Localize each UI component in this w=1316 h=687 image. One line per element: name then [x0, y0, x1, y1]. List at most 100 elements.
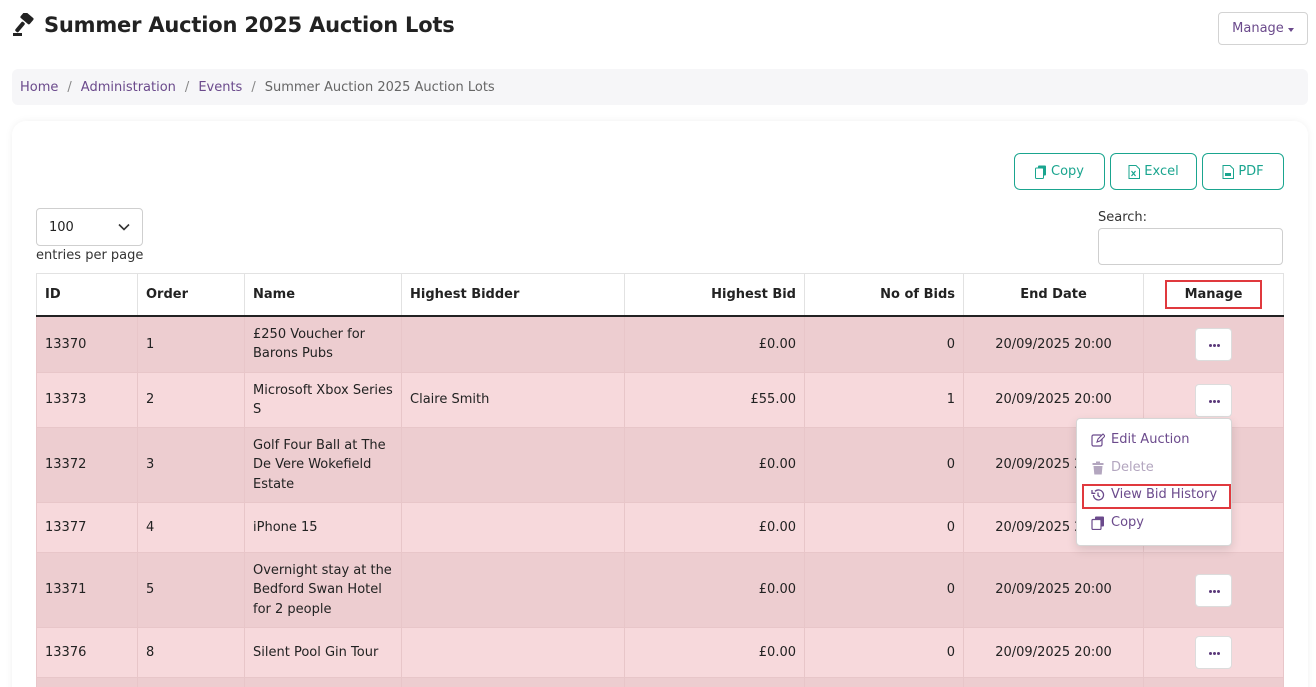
menu-item-label: Copy: [1111, 515, 1144, 530]
lot-name-link[interactable]: iPhone 15: [244, 502, 402, 553]
cell-highest-bidder[interactable]: [401, 552, 625, 628]
manage-label: Manage: [1232, 21, 1284, 36]
table-header-row: ID Order Name Highest Bidder Highest Bid…: [36, 273, 1284, 317]
column-header-end-date[interactable]: End Date: [963, 273, 1144, 317]
cell-end-date: 20/09/2025 20:00: [963, 315, 1144, 373]
breadcrumb-administration[interactable]: Administration: [80, 79, 176, 95]
copy-label: Copy: [1051, 164, 1084, 179]
table-row: 13372 3 Golf Four Ball at The De Vere Wo…: [36, 427, 1284, 503]
table-row: [36, 677, 1284, 687]
table-row: 13373 2 Microsoft Xbox Series S Claire S…: [36, 372, 1284, 428]
table-row: 13371 5 Overnight stay at the Bedford Sw…: [36, 552, 1284, 628]
cell-no-of-bids: 1: [804, 372, 964, 428]
cell-id: 13373: [36, 372, 138, 428]
cell-highest-bid: £0.00: [624, 627, 805, 678]
excel-label: Excel: [1144, 164, 1179, 179]
cell-highest-bidder[interactable]: Claire Smith: [401, 372, 625, 428]
cell-end-date: 20/09/2025 20:00: [963, 627, 1144, 678]
column-header-manage[interactable]: Manage: [1143, 273, 1284, 317]
cell-no-of-bids: 0: [804, 627, 964, 678]
lot-name-link[interactable]: Golf Four Ball at The De Vere Wokefield …: [244, 427, 402, 503]
cell-id: 13376: [36, 627, 138, 678]
manage-dropdown-button[interactable]: Manage: [1218, 12, 1308, 45]
lot-name-link[interactable]: Silent Pool Gin Tour: [244, 627, 402, 678]
cell-order: 5: [137, 552, 245, 628]
cell-highest-bidder[interactable]: [401, 627, 625, 678]
column-header-highest-bid[interactable]: Highest Bid: [624, 273, 805, 317]
column-header-name[interactable]: Name: [244, 273, 402, 317]
file-excel-icon: [1128, 164, 1141, 179]
manage-header-label: Manage: [1164, 279, 1263, 309]
search-label: Search:: [1098, 210, 1148, 225]
cell-highest-bid: £55.00: [624, 372, 805, 428]
entries-value: 100: [49, 219, 74, 235]
breadcrumb-current: Summer Auction 2025 Auction Lots: [264, 79, 495, 95]
menu-item-delete[interactable]: Delete: [1091, 460, 1154, 475]
cell-id: 13377: [36, 502, 138, 553]
cell-manage: [1143, 315, 1284, 373]
menu-item-copy[interactable]: Copy: [1091, 515, 1144, 530]
row-actions-button[interactable]: [1195, 573, 1232, 607]
chevron-down-icon: [118, 223, 130, 231]
row-actions-button[interactable]: [1195, 327, 1232, 361]
column-header-no-of-bids[interactable]: No of Bids: [804, 273, 964, 317]
lot-name-link[interactable]: £250 Voucher for Barons Pubs: [244, 315, 402, 373]
lot-name-link[interactable]: Microsoft Xbox Series S: [244, 372, 402, 428]
copy-button[interactable]: Copy: [1014, 153, 1105, 190]
cell-no-of-bids: 0: [804, 427, 964, 503]
cell-order: 2: [137, 372, 245, 428]
table-row: 13376 8 Silent Pool Gin Tour £0.00 0 20/…: [36, 627, 1284, 678]
pdf-label: PDF: [1238, 164, 1264, 179]
column-header-id[interactable]: ID: [36, 273, 138, 317]
column-header-highest-bidder[interactable]: Highest Bidder: [401, 273, 625, 317]
lot-name-link[interactable]: Overnight stay at the Bedford Swan Hotel…: [244, 552, 402, 628]
cell-highest-bidder[interactable]: [401, 315, 625, 373]
copy-icon: [1035, 165, 1046, 179]
breadcrumb-separator: /: [184, 79, 190, 95]
row-actions-button[interactable]: [1195, 636, 1232, 669]
entries-label: entries per page: [36, 248, 144, 263]
cell-highest-bid: £0.00: [624, 552, 805, 628]
cell-id: 13372: [36, 427, 138, 503]
cell-id: 13371: [36, 552, 138, 628]
cell-highest-bidder[interactable]: [401, 502, 625, 553]
pdf-button[interactable]: PDF: [1202, 153, 1284, 190]
cell-no-of-bids: 0: [804, 315, 964, 373]
page-header: Summer Auction 2025 Auction Lots: [12, 10, 455, 40]
gavel-icon: [13, 13, 34, 36]
menu-item-label: Edit Auction: [1111, 432, 1190, 447]
cell-order: 8: [137, 627, 245, 678]
search-input[interactable]: [1098, 228, 1283, 265]
copy-icon: [1091, 516, 1104, 530]
row-actions-button[interactable]: [1195, 383, 1232, 417]
cell-highest-bid: £0.00: [624, 502, 805, 553]
caret-down-icon: [1287, 27, 1294, 32]
menu-item-view-bid-history[interactable]: View Bid History: [1091, 487, 1217, 502]
breadcrumb-events[interactable]: Events: [198, 79, 243, 95]
breadcrumb-separator: /: [251, 79, 256, 95]
cell-id: 13370: [36, 315, 138, 373]
table-row: 13370 1 £250 Voucher for Barons Pubs £0.…: [36, 315, 1284, 373]
menu-item-label: View Bid History: [1111, 487, 1218, 502]
entries-per-page-select[interactable]: 100: [36, 208, 143, 246]
cell-order: 1: [137, 315, 245, 373]
breadcrumb: Home / Administration / Events / Summer …: [12, 69, 1308, 105]
breadcrumb-separator: /: [67, 79, 72, 95]
cell-highest-bid: £0.00: [624, 427, 805, 503]
cell-no-of-bids: 0: [804, 552, 964, 628]
cell-no-of-bids: 0: [804, 502, 964, 553]
breadcrumb-home[interactable]: Home: [20, 79, 59, 95]
menu-item-edit-auction[interactable]: Edit Auction: [1091, 432, 1190, 447]
edit-icon: [1091, 432, 1105, 447]
history-icon: [1091, 488, 1105, 501]
file-pdf-icon: [1222, 164, 1235, 179]
cell-highest-bid: £0.00: [624, 315, 805, 373]
cell-highest-bidder[interactable]: [401, 427, 625, 503]
menu-item-label: Delete: [1111, 460, 1154, 475]
column-header-order[interactable]: Order: [137, 273, 245, 317]
excel-button[interactable]: Excel: [1110, 153, 1197, 190]
cell-order: 3: [137, 427, 245, 503]
cell-manage: [1143, 552, 1284, 628]
row-actions-menu: Edit Auction Delete View Bid History Cop…: [1076, 418, 1232, 546]
trash-icon: [1092, 461, 1104, 474]
